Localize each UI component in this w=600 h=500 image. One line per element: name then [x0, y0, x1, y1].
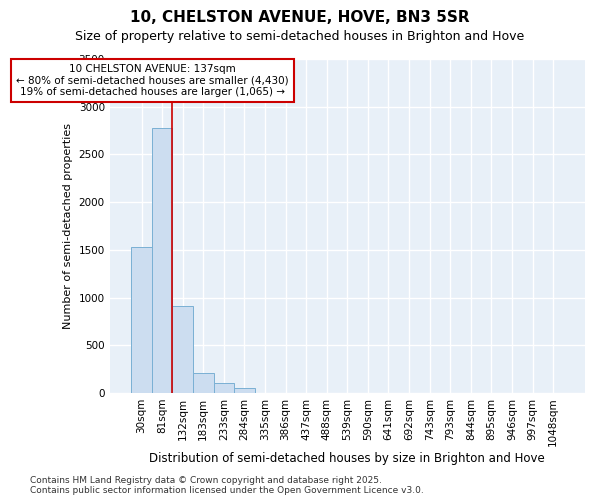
Y-axis label: Number of semi-detached properties: Number of semi-detached properties [63, 123, 73, 329]
Bar [234, 388, 255, 393]
Text: 10 CHELSTON AVENUE: 137sqm
← 80% of semi-detached houses are smaller (4,430)
19%: 10 CHELSTON AVENUE: 137sqm ← 80% of semi… [16, 64, 289, 97]
Bar [193, 373, 214, 393]
Text: 10, CHELSTON AVENUE, HOVE, BN3 5SR: 10, CHELSTON AVENUE, HOVE, BN3 5SR [130, 10, 470, 25]
Bar [214, 384, 234, 393]
Bar [152, 128, 172, 393]
X-axis label: Distribution of semi-detached houses by size in Brighton and Hove: Distribution of semi-detached houses by … [149, 452, 545, 465]
Bar [131, 247, 152, 393]
Bar [172, 306, 193, 393]
Text: Contains HM Land Registry data © Crown copyright and database right 2025.
Contai: Contains HM Land Registry data © Crown c… [30, 476, 424, 495]
Text: Size of property relative to semi-detached houses in Brighton and Hove: Size of property relative to semi-detach… [76, 30, 524, 43]
